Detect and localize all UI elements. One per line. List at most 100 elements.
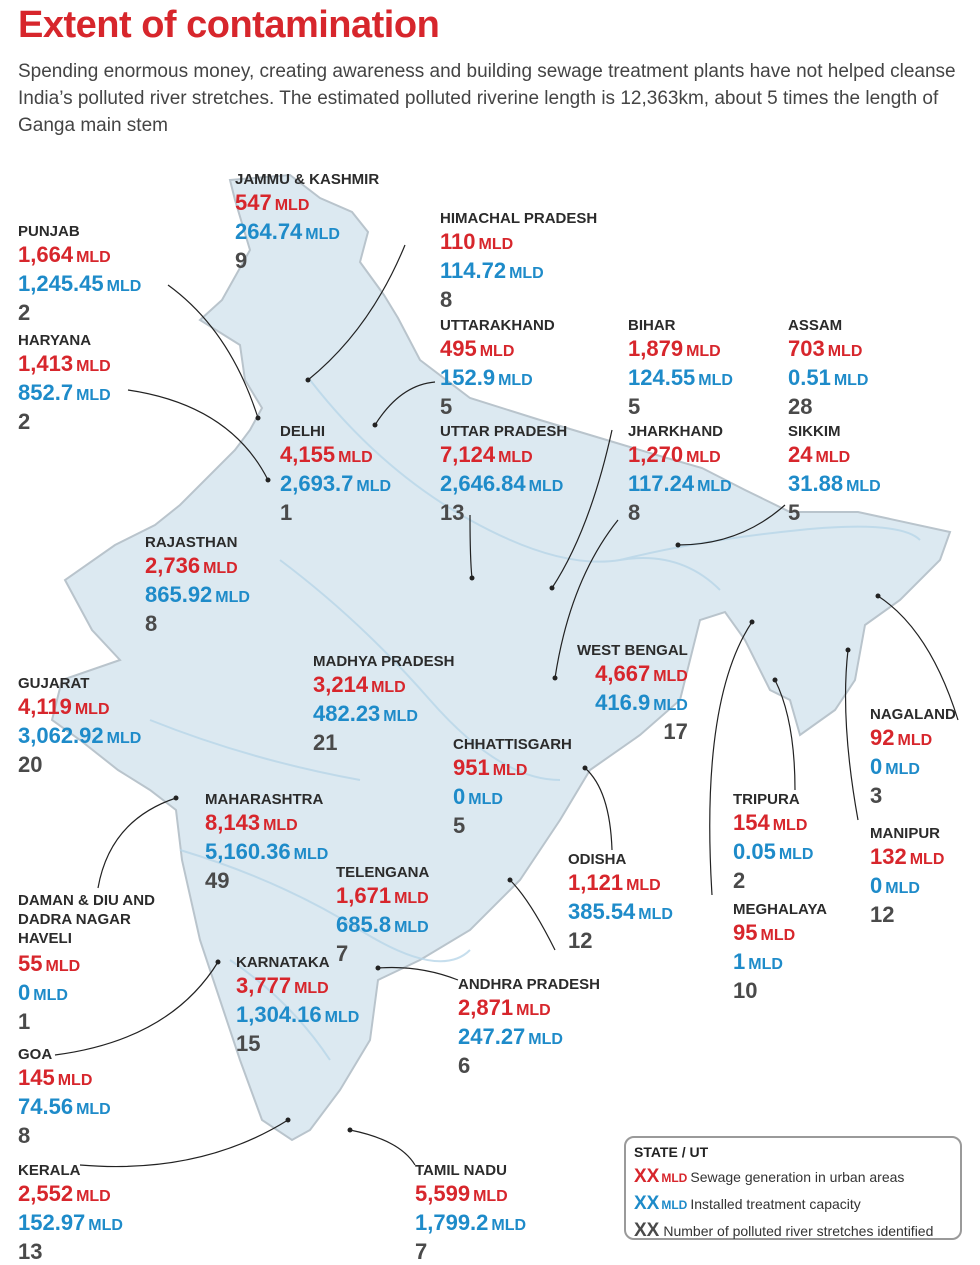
state-name: GOA <box>18 1046 53 1063</box>
legend-row-generation: XX MLD Sewage generation in urban areas <box>634 1164 952 1191</box>
unit-label: MLD <box>338 449 373 466</box>
polluted-stretches-count: 13 <box>440 500 465 525</box>
unit-label: MLD <box>697 478 732 495</box>
sewage-generation-value: 951 <box>453 755 490 780</box>
treatment-capacity-value: 247.27 <box>458 1024 526 1049</box>
page-title: Extent of contamination <box>18 4 440 46</box>
polluted-stretches-count: 17 <box>663 719 688 744</box>
polluted-stretches-count: 7 <box>336 941 349 966</box>
unit-label: MLD <box>76 387 111 404</box>
unit-label: MLD <box>885 880 920 897</box>
unit-label: MLD <box>760 927 796 944</box>
sewage-generation-value: 1,671 <box>336 883 392 908</box>
sewage-generation-value: 703 <box>788 336 825 361</box>
state-label-jammu-kashmir: JAMMU & KASHMIR 547 MLD 264.74 MLD 9 <box>235 172 379 274</box>
state-label-west-bengal: WEST BENGAL 4,667 MLD 416.9 MLD 17 <box>577 643 688 745</box>
sewage-generation-value: 55 <box>18 951 43 976</box>
state-label-meghalaya: MEGHALAYA 95 MLD 1 MLD 10 <box>733 902 827 1004</box>
sewage-generation-value: 154 <box>733 810 770 835</box>
state-name: TELENGANA <box>336 864 430 881</box>
polluted-stretches-count: 15 <box>236 1031 261 1056</box>
state-name: HIMACHAL PRADESH <box>440 210 598 227</box>
unit-label: MLD <box>772 817 808 834</box>
unit-label: MLD <box>653 697 688 714</box>
state-label-bihar: BIHAR 1,879 MLD 124.55 MLD 5 <box>628 318 733 420</box>
legend-stretches-label: Number of polluted river stretches ident… <box>663 1223 934 1239</box>
polluted-stretches-count: 10 <box>733 978 758 1003</box>
unit-label: MLD <box>686 343 721 360</box>
state-name: CHHATTISGARH <box>453 736 572 753</box>
unit-label: MLD <box>74 701 110 718</box>
unit-label: MLD <box>498 449 533 466</box>
unit-label: MLD <box>106 278 142 295</box>
legend-unit: MLD <box>661 1171 688 1185</box>
polluted-stretches-count: 21 <box>313 730 338 755</box>
unit-label: MLD <box>76 1101 111 1118</box>
state-label-rajasthan: RAJASTHAN 2,736 MLD 865.92 MLD 8 <box>145 535 250 637</box>
sewage-generation-value: 95 <box>733 920 758 945</box>
treatment-capacity-value: 685.8 <box>336 912 392 937</box>
state-name: ANDHRA PRADESH <box>458 976 600 993</box>
sewage-generation-value: 4,667 <box>595 661 651 686</box>
state-name: KARNATAKA <box>236 954 330 971</box>
legend-placeholder: XX <box>634 1166 660 1187</box>
state-name: DELHI <box>280 423 325 440</box>
unit-label: MLD <box>509 265 544 282</box>
treatment-capacity-value: 2,693.7 <box>280 471 354 496</box>
legend-capacity-label: Installed treatment capacity <box>690 1196 861 1212</box>
sewage-generation-value: 132 <box>870 844 907 869</box>
river-network <box>149 379 921 1061</box>
treatment-capacity-value: 124.55 <box>628 365 696 390</box>
treatment-capacity-value: 117.24 <box>628 471 695 496</box>
legend-box: STATE / UT XX MLD Sewage generation in urb… <box>624 1136 962 1241</box>
polluted-stretches-count: 2 <box>18 409 31 434</box>
legend-unit: MLD <box>661 1198 688 1212</box>
treatment-capacity-value: 865.92 <box>145 582 213 607</box>
unit-label: MLD <box>468 791 503 808</box>
state-label-tamil-nadu: TAMIL NADU 5,599 MLD 1,799.2 MLD 7 <box>415 1163 526 1265</box>
polluted-stretches-count: 6 <box>458 1053 471 1078</box>
sewage-generation-value: 1,664 <box>18 242 74 267</box>
state-label-maharashtra: MAHARASHTRA 8,143 MLD 5,160.36 MLD 49 <box>205 792 328 894</box>
state-name: PUNJAB <box>18 223 80 240</box>
unit-label: MLD <box>833 372 869 389</box>
polluted-stretches-count: 1 <box>280 500 293 525</box>
sewage-generation-value: 4,119 <box>18 694 72 719</box>
unit-label: MLD <box>263 817 298 834</box>
page-subtitle: Spending enormous money, creating awaren… <box>18 61 956 136</box>
treatment-capacity-value: 1,304.16 <box>236 1002 322 1027</box>
unit-label: MLD <box>846 478 881 495</box>
unit-label: MLD <box>33 987 68 1004</box>
state-name: BIHAR <box>628 317 676 334</box>
treatment-capacity-value: 0.51 <box>788 365 831 390</box>
polluted-stretches-count: 2 <box>733 868 746 893</box>
polluted-stretches-count: 28 <box>788 394 813 419</box>
unit-label: MLD <box>76 249 111 266</box>
unit-label: MLD <box>498 372 533 389</box>
sewage-generation-value: 4,155 <box>280 442 336 467</box>
legend-title: STATE / UT <box>634 1144 709 1160</box>
state-label-uttar-pradesh: UTTAR PRADESH 7,124 MLD 2,646.84 MLD 13 <box>440 424 567 526</box>
unit-label: MLD <box>371 679 406 696</box>
state-label-madhya-pradesh: MADHYA PRADESH 3,214 MLD 482.23 MLD 21 <box>313 654 454 756</box>
state-name: MANIPUR <box>870 825 940 842</box>
state-name: GUJARAT <box>18 675 90 692</box>
sewage-generation-value: 110 <box>440 229 476 254</box>
state-name: MADHYA PRADESH <box>313 653 455 670</box>
state-name: JHARKHAND <box>628 423 724 440</box>
unit-label: MLD <box>653 668 688 685</box>
state-label-telengana: TELENGANA 1,671 MLD 685.8 MLD 7 <box>336 865 429 967</box>
unit-label: MLD <box>294 980 329 997</box>
treatment-capacity-value: 31.88 <box>788 471 844 496</box>
treatment-capacity-value: 1 <box>733 949 746 974</box>
sewage-generation-value: 7,124 <box>440 442 496 467</box>
state-label-chhattisgarh: CHHATTISGARH 951 MLD 0 MLD 5 <box>453 737 572 839</box>
unit-label: MLD <box>638 906 673 923</box>
unit-label: MLD <box>626 877 661 894</box>
treatment-capacity-value: 2,646.84 <box>440 471 526 496</box>
unit-label: MLD <box>76 1188 111 1205</box>
unit-label: MLD <box>491 1217 527 1234</box>
sewage-generation-value: 1,413 <box>18 351 74 376</box>
sewage-generation-value: 92 <box>870 725 895 750</box>
sewage-generation-value: 547 <box>235 190 272 215</box>
